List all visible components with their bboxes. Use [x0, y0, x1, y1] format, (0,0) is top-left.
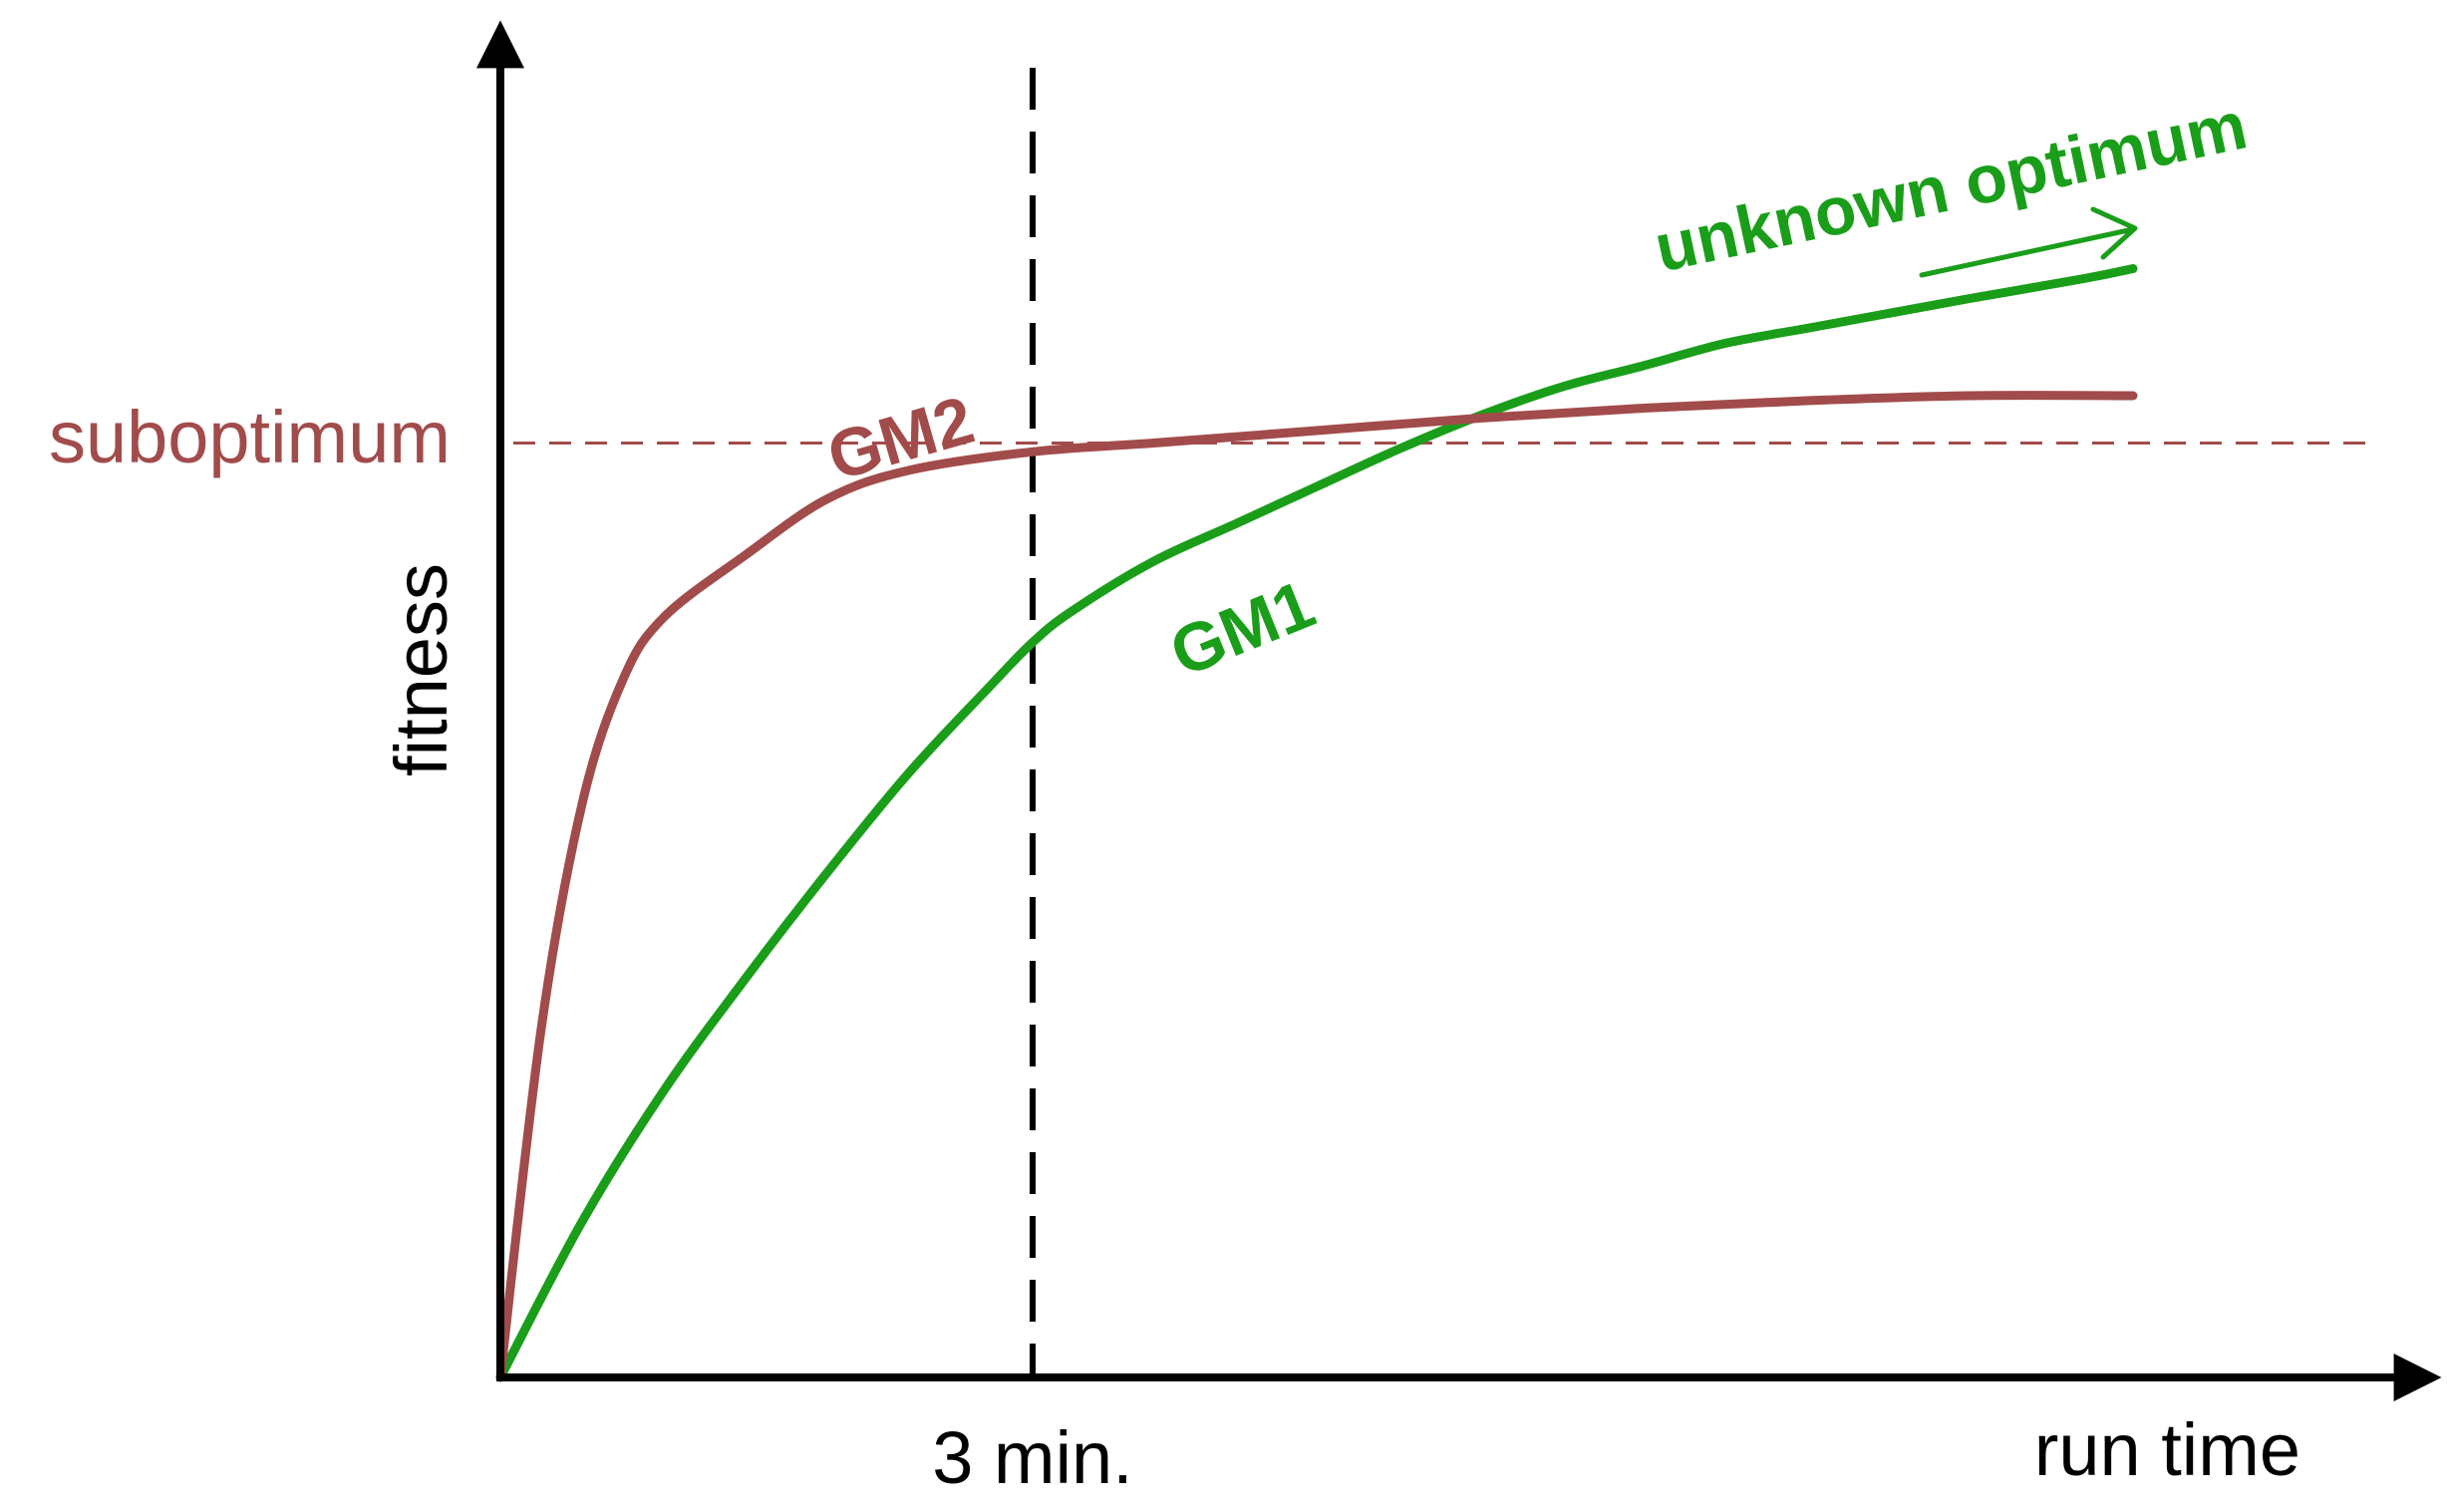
- series-label-gm2: GM2: [819, 382, 982, 495]
- unknown-optimum-arrow-icon: [1919, 206, 2138, 278]
- series-label-gm1: GM1: [1160, 566, 1325, 692]
- series-line-gm2: [495, 391, 2138, 1382]
- series-line-gm1: [495, 264, 2138, 1382]
- suboptimum-label: suboptimum: [49, 396, 451, 478]
- y-axis-label: fitness: [380, 563, 462, 776]
- time-marker-label: 3 min.: [932, 1416, 1133, 1499]
- unknown-optimum-label: unknown optimum: [1649, 88, 2254, 287]
- x-axis-label: run time: [2034, 1408, 2300, 1491]
